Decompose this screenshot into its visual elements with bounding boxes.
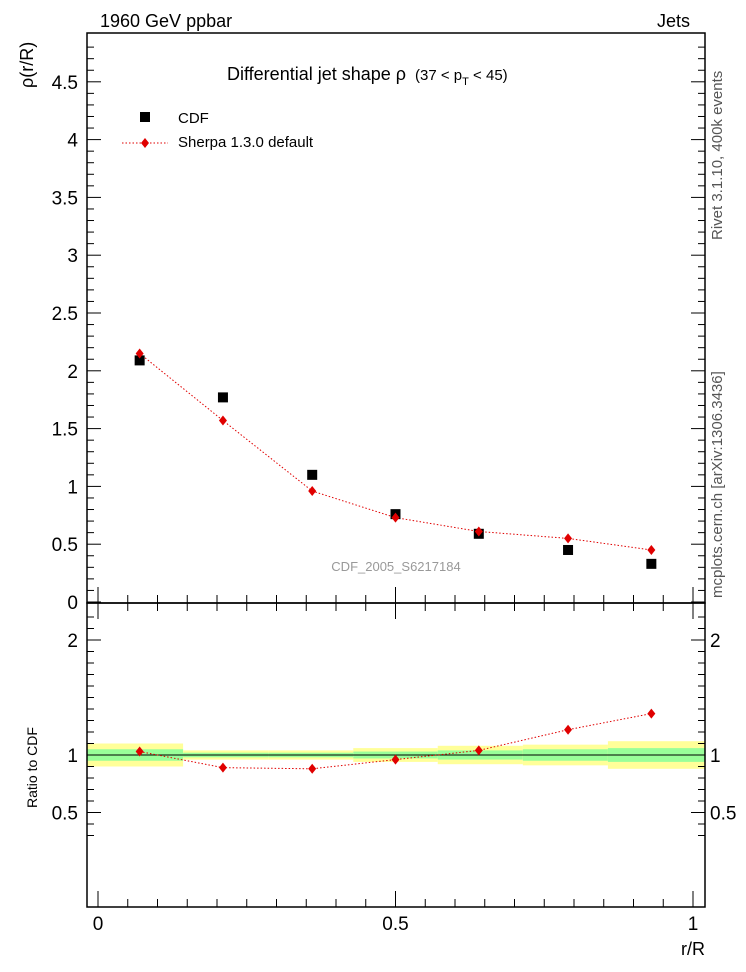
main-y-tick-label: 1.5 [52, 420, 78, 441]
sherpa-point [474, 526, 483, 537]
sherpa-point [564, 533, 573, 544]
main-y-tick-label: 3.5 [52, 188, 78, 209]
main-y-tick-label: 0 [67, 593, 78, 614]
ratio-sherpa-point [564, 724, 573, 735]
main-panel: 0 0.5 1 1.5 2 2.5 3 3.5 4 4.5 ρ(r/R) Differential… [17, 32, 706, 614]
sherpa-point [391, 512, 400, 523]
ratio-y-tick-label-left: 2 [67, 631, 78, 652]
analysis-tag: CDF_2005_S6217184 [331, 559, 460, 574]
main-y-tick-label: 1 [67, 477, 78, 498]
ratio-y-tick-label-right: 2 [710, 631, 721, 652]
ratio-y-axis-label: Ratio to CDF [24, 727, 40, 808]
main-y-tick-label: 2 [67, 362, 78, 383]
legend-sherpa-marker [141, 138, 149, 148]
header-jets: Jets [657, 11, 690, 31]
ratio-y-tick-label-left: 1 [67, 746, 78, 767]
rivet-version-text: Rivet 3.1.10, 400k events [709, 71, 726, 240]
legend-sherpa-label: Sherpa 1.3.0 default [178, 134, 314, 151]
main-y-tick-label: 2.5 [52, 304, 78, 325]
main-y-tick-label: 0.5 [52, 535, 78, 556]
ratio-panel: 0.5 0.51 12 2 0 0.5 1 Ratio to CDF r/R [24, 602, 736, 959]
ratio-sherpa-point [647, 708, 656, 719]
chart-title-range-end: < 45) [469, 67, 508, 84]
legend-cdf-label: CDF [178, 110, 209, 127]
chart-title-main: Differential jet shape ρ [227, 64, 406, 84]
x-tick-label: 0.5 [382, 914, 408, 935]
ratio-y-tick-label-right: 1 [710, 746, 721, 767]
ratio-y-ticks: 0.5 0.5 1 1 2 2 [52, 616, 736, 836]
ratio-x-ticks: 0 0.5 1 [93, 603, 699, 935]
ratio-y-tick-label-left: 0.5 [52, 804, 78, 825]
legend: CDF Sherpa 1.3.0 default [122, 110, 314, 151]
main-y-tick-label: 3 [67, 246, 78, 267]
main-y-ticks: 0 0.5 1 1.5 2 2.5 3 3.5 4 4.5 [52, 46, 705, 614]
x-tick-label: 0 [93, 914, 104, 935]
ratio-sherpa-point [218, 762, 227, 773]
main-y-tick-label: 4.5 [52, 73, 78, 94]
main-x-ticks [97, 587, 694, 603]
main-y-tick-label: 4 [67, 131, 78, 152]
ratio-y-tick-label-right: 0.5 [710, 804, 736, 825]
cdf-point [563, 544, 574, 555]
chart-title-sub: T [462, 76, 469, 88]
ratio-bands [87, 741, 705, 769]
sherpa-point [647, 544, 656, 555]
cdf-point [217, 392, 228, 403]
x-axis-label: r/R [681, 939, 705, 959]
ratio-sherpa-point [474, 745, 483, 756]
y-axis-label: ρ(r/R) [17, 42, 37, 88]
mcplots-text: mcplots.cern.ch [arXiv:1306.3436] [709, 371, 726, 598]
chart-title: Differential jet shape ρ (37 < pT < 45) [227, 64, 508, 88]
sherpa-point [308, 486, 317, 497]
x-tick-label: 1 [688, 914, 699, 935]
legend-cdf-marker [140, 112, 150, 122]
header-energy: 1960 GeV ppbar [100, 11, 232, 31]
sherpa-point [135, 348, 144, 359]
cdf-point [646, 558, 657, 569]
cdf-points [134, 355, 657, 569]
ratio-sherpa-point [391, 754, 400, 765]
chart-title-range: (37 < p [415, 67, 462, 84]
ratio-sherpa-point [308, 763, 317, 774]
sherpa-points [135, 348, 656, 555]
cdf-point [134, 355, 145, 366]
ratio-sherpa-point [135, 746, 144, 757]
sherpa-point [218, 415, 227, 426]
ratio-sherpa-points [135, 708, 656, 774]
cdf-point [307, 469, 318, 480]
